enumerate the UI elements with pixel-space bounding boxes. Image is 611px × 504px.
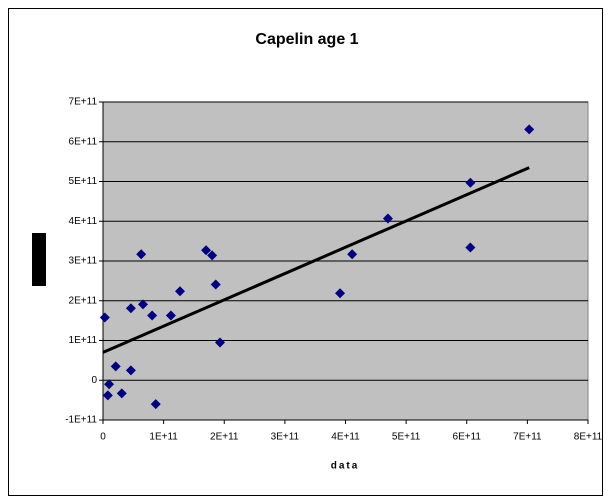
point <box>335 288 346 299</box>
x-tick-label: 4E+11 <box>331 432 360 443</box>
x-tick-label: 6E+11 <box>453 432 482 443</box>
x-tick-label: 3E+11 <box>271 432 300 443</box>
point <box>215 337 226 348</box>
point <box>347 249 358 260</box>
point <box>524 124 535 135</box>
x-axis-title: data <box>331 461 360 472</box>
point <box>99 312 110 323</box>
point <box>125 303 136 314</box>
point <box>138 299 149 310</box>
y-tick-label: -1E+11 <box>65 415 97 426</box>
x-tick-label: 8E+11 <box>574 432 603 443</box>
point <box>465 242 476 253</box>
point <box>147 310 158 321</box>
point <box>201 245 212 256</box>
point <box>116 388 127 399</box>
point <box>110 361 121 372</box>
point <box>465 177 476 188</box>
point <box>165 310 176 321</box>
point <box>207 250 218 261</box>
y-tick-label: 5E+11 <box>69 176 98 187</box>
point <box>125 365 136 376</box>
point <box>382 213 393 224</box>
y-tick-label: 0 <box>91 375 97 386</box>
x-tick-label: 5E+11 <box>392 432 421 443</box>
point <box>104 379 115 390</box>
x-tick-label: 2E+11 <box>210 432 239 443</box>
y-tick-label: 3E+11 <box>69 256 98 267</box>
chart-title: Capelin age 1 <box>255 31 358 48</box>
point <box>136 249 147 260</box>
y-tick-label: 4E+11 <box>69 216 98 227</box>
point <box>174 286 185 297</box>
x-tick-label: 7E+11 <box>513 432 542 443</box>
point <box>102 390 113 401</box>
y-tick-label: 7E+11 <box>69 97 98 108</box>
y-tick-label: 1E+11 <box>69 335 98 346</box>
x-tick-label: 0 <box>100 432 106 443</box>
y-tick-label: 2E+11 <box>69 295 98 306</box>
point <box>210 279 221 290</box>
y-tick-label: 6E+11 <box>69 136 98 147</box>
x-tick-label: 1E+11 <box>149 432 178 443</box>
y-axis-title-redacted <box>32 233 46 286</box>
trendline <box>102 166 530 354</box>
point <box>150 399 161 410</box>
